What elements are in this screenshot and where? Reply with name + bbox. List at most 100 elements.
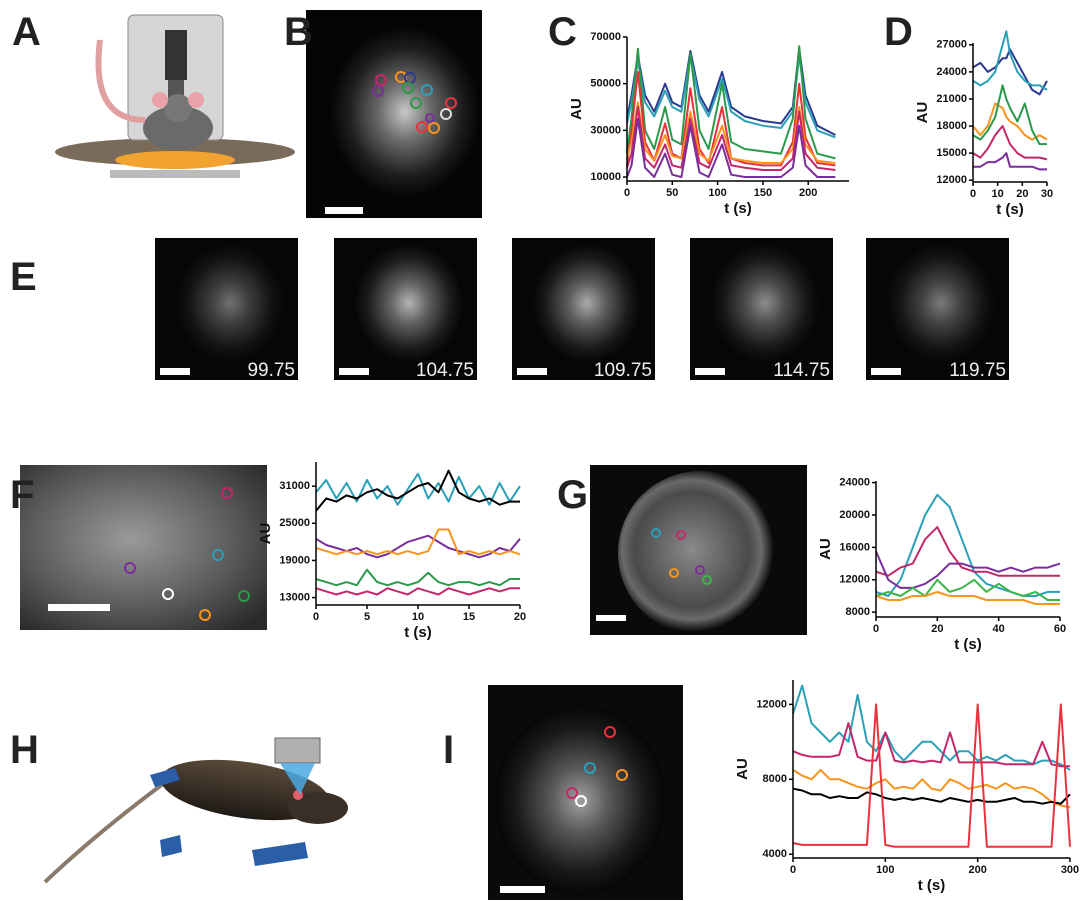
panel-label: B	[284, 10, 313, 54]
x-tick-label: 20	[931, 623, 943, 635]
scale-bar	[517, 368, 547, 375]
y-tick-label: 25000	[279, 517, 310, 529]
trace	[973, 153, 1047, 169]
y-tick-label: 4000	[763, 848, 787, 860]
timestamp: 109.75	[594, 360, 652, 381]
trace	[973, 31, 1047, 90]
x-tick-label: 300	[1061, 864, 1079, 876]
objective	[165, 30, 187, 80]
trace	[876, 495, 1060, 596]
treadmill-pad	[160, 835, 182, 857]
y-axis-label: AU	[914, 102, 931, 124]
y-tick-label: 12000	[756, 698, 787, 710]
y-tick-label: 15000	[936, 147, 967, 159]
image-g	[590, 465, 807, 635]
x-axis-label: t (s)	[918, 877, 946, 894]
y-axis-label: AU	[257, 523, 274, 545]
page: 99.75104.75109.75114.75119.75	[0, 0, 1089, 901]
trace	[316, 474, 520, 505]
panel-label: F	[10, 473, 34, 517]
fluorescence	[495, 705, 665, 895]
fluorescence	[710, 243, 820, 363]
y-tick-label: 31000	[279, 480, 310, 492]
y-tick-label: 21000	[936, 93, 967, 105]
x-axis-label: t (s)	[996, 201, 1024, 218]
x-tick-label: 50	[666, 187, 678, 199]
mouse-ear	[188, 92, 204, 108]
y-tick-label: 13000	[279, 591, 310, 603]
x-tick-label: 100	[876, 864, 894, 876]
y-tick-label: 20000	[839, 509, 870, 521]
x-tick-label: 60	[1054, 623, 1066, 635]
y-tick-label: 12000	[839, 574, 870, 586]
fluorescence	[330, 27, 480, 197]
x-tick-label: 40	[993, 623, 1005, 635]
fluorescence	[175, 243, 285, 363]
y-tick-label: 30000	[590, 124, 621, 136]
trace	[793, 686, 1070, 770]
y-axis-label: AU	[734, 758, 751, 780]
y-tick-label: 16000	[839, 541, 870, 553]
mouse-illustration	[45, 738, 348, 882]
fluorescence	[354, 243, 464, 363]
mouse-ear	[152, 92, 168, 108]
y-tick-label: 8000	[846, 606, 870, 618]
scale-bar	[871, 368, 901, 375]
timestamp: 119.75	[949, 360, 1006, 381]
fluorescence	[618, 471, 782, 635]
x-tick-label: 200	[968, 864, 986, 876]
scale-bar	[160, 368, 190, 375]
image-i	[488, 685, 683, 900]
figure: 99.75104.75109.75114.75119.75	[0, 0, 1089, 901]
y-tick-label: 19000	[279, 554, 310, 566]
panel-label: E	[10, 255, 37, 299]
x-tick-label: 5	[364, 611, 370, 623]
x-tick-label: 20	[1016, 188, 1028, 200]
trace	[316, 530, 520, 555]
y-tick-label: 10000	[590, 171, 621, 183]
x-tick-label: 0	[873, 623, 879, 635]
x-tick-label: 100	[708, 187, 726, 199]
panel-label: G	[557, 473, 588, 517]
x-tick-label: 10	[412, 611, 424, 623]
scale-bar	[325, 207, 363, 214]
scale-bar	[48, 604, 110, 611]
x-tick-label: 0	[790, 864, 796, 876]
y-tick-label: 12000	[936, 174, 967, 186]
timestamp: 114.75	[773, 360, 830, 381]
y-axis-label: AU	[817, 538, 834, 560]
fluorescence	[886, 243, 996, 363]
y-tick-label: 27000	[936, 39, 967, 51]
panel-label: D	[884, 10, 913, 54]
image-b	[306, 10, 482, 218]
x-tick-label: 0	[624, 187, 630, 199]
y-tick-label: 24000	[839, 477, 870, 489]
scale-bar	[596, 615, 626, 621]
x-tick-label: 150	[754, 187, 772, 199]
x-tick-label: 0	[313, 611, 319, 623]
scale-bar	[339, 368, 369, 375]
x-tick-label: 20	[514, 611, 526, 623]
y-tick-label: 8000	[763, 773, 787, 785]
y-tick-label: 18000	[936, 120, 967, 132]
y-tick-label: 50000	[590, 78, 621, 90]
x-tick-label: 15	[463, 611, 475, 623]
x-axis-label: t (s)	[724, 200, 752, 217]
fluorescence	[532, 243, 642, 363]
x-tick-label: 200	[799, 187, 817, 199]
scale-bar	[500, 886, 545, 893]
y-axis-label: AU	[568, 98, 585, 120]
trace	[973, 85, 1047, 144]
x-axis-label: t (s)	[404, 624, 432, 641]
image-f	[20, 465, 267, 630]
panel-label: C	[548, 10, 577, 54]
stand	[110, 170, 240, 178]
trace	[316, 588, 520, 594]
trace	[316, 570, 520, 586]
x-tick-label: 30	[1041, 188, 1053, 200]
rig-illustration	[55, 15, 295, 178]
trace	[793, 704, 1070, 846]
x-tick-label: 10	[992, 188, 1004, 200]
x-axis-label: t (s)	[954, 636, 982, 653]
